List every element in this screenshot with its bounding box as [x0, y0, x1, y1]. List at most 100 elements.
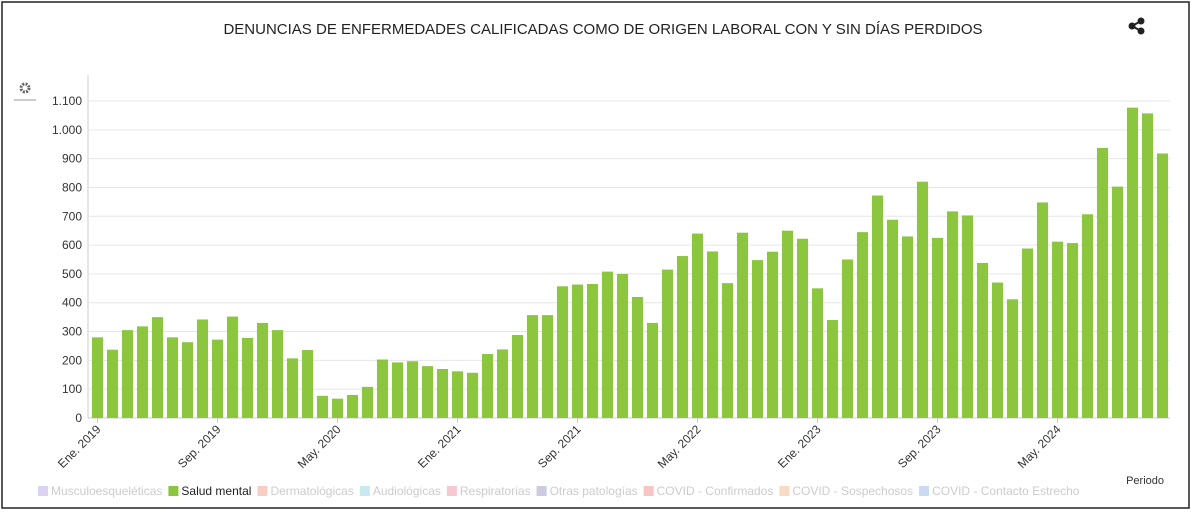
legend-label: Respiratorias — [460, 484, 531, 498]
legend-item[interactable]: COVID - Sospechosos — [779, 484, 913, 498]
bar — [496, 349, 509, 418]
bar — [691, 233, 704, 418]
bar — [736, 232, 749, 418]
bar — [376, 359, 389, 418]
bar — [316, 395, 329, 418]
y-tick-label: 0 — [75, 411, 82, 425]
bar — [811, 288, 824, 418]
bar — [1051, 241, 1064, 418]
bar — [1036, 202, 1049, 418]
bar — [391, 362, 404, 418]
bar — [511, 335, 524, 418]
bar — [586, 283, 599, 418]
bar — [796, 238, 809, 418]
bar — [331, 398, 344, 418]
y-tick-label: 300 — [62, 325, 82, 339]
bar — [826, 320, 839, 418]
bar — [616, 273, 629, 418]
bar — [751, 260, 764, 418]
bar — [721, 283, 734, 418]
legend-swatch — [643, 486, 654, 496]
legend-item[interactable]: Otras patologías — [536, 484, 638, 498]
legend-swatch — [359, 486, 370, 496]
bar — [466, 372, 479, 418]
bar — [631, 296, 644, 418]
bar — [1021, 248, 1034, 418]
bar — [1096, 147, 1109, 418]
bar — [1111, 186, 1124, 418]
bar — [1126, 107, 1139, 419]
bar — [346, 394, 359, 418]
bar — [406, 361, 419, 418]
bar — [601, 271, 614, 418]
legend-label: Musculoesqueléticas — [51, 484, 162, 498]
bar — [211, 339, 224, 418]
bar — [136, 326, 149, 418]
share-icon[interactable] — [1128, 17, 1145, 35]
legend-label: Salud mental — [181, 484, 251, 498]
bar — [1156, 153, 1169, 418]
bar — [271, 330, 284, 418]
bar — [526, 315, 539, 418]
bar — [286, 358, 299, 418]
legend-label: COVID - Contacto Estrecho — [932, 484, 1080, 498]
bar — [481, 354, 494, 418]
y-tick-label: 800 — [62, 180, 82, 194]
bar — [1006, 299, 1019, 418]
bar — [991, 282, 1004, 418]
bar — [571, 284, 584, 418]
bar — [436, 369, 449, 418]
bar — [1066, 243, 1079, 418]
y-tick-label: 200 — [62, 353, 82, 367]
y-tick-label: 400 — [62, 296, 82, 310]
bar — [661, 269, 674, 418]
settings-icon[interactable] — [14, 82, 36, 101]
legend-item[interactable]: Salud mental — [168, 484, 251, 498]
bar — [646, 322, 659, 418]
bar — [421, 366, 434, 418]
bar — [706, 251, 719, 418]
bar — [301, 349, 314, 418]
bar — [901, 236, 914, 418]
chart-title: DENUNCIAS DE ENFERMEDADES CALIFICADAS CO… — [223, 21, 982, 38]
bar — [256, 322, 269, 418]
legend-swatch — [257, 486, 268, 496]
bar — [676, 256, 689, 418]
y-tick-label: 700 — [62, 209, 82, 223]
bar — [151, 317, 164, 418]
bar — [976, 262, 989, 418]
legend-swatch — [919, 486, 930, 496]
legend-swatch — [168, 486, 179, 496]
bar — [106, 349, 119, 418]
legend-item[interactable]: Audiológicas — [359, 484, 441, 498]
bar — [931, 237, 944, 418]
bar — [871, 195, 884, 418]
legend-item[interactable]: Respiratorias — [446, 484, 531, 498]
legend-label: COVID - Sospechosos — [792, 484, 913, 498]
legend-item[interactable]: COVID - Contacto Estrecho — [919, 484, 1080, 498]
y-tick-label: 100 — [62, 382, 82, 396]
bar — [451, 371, 464, 418]
legend-item[interactable]: Musculoesqueléticas — [38, 484, 162, 498]
legend-item[interactable]: COVID - Confirmados — [643, 484, 774, 498]
bar — [766, 251, 779, 418]
bar — [166, 337, 179, 418]
legend-label: Otras patologías — [550, 484, 638, 498]
bar — [556, 286, 569, 418]
bar — [961, 215, 974, 418]
bar — [91, 337, 104, 418]
legend-item[interactable]: Dermatológicas — [257, 484, 354, 498]
bar — [181, 342, 194, 418]
bar — [1081, 214, 1094, 418]
bar — [541, 315, 554, 418]
legend-label: Audiológicas — [373, 484, 441, 498]
y-tick-label: 900 — [62, 152, 82, 166]
bar — [196, 319, 209, 418]
x-axis-label: Periodo — [1126, 475, 1164, 487]
legend-swatch — [779, 486, 790, 496]
bar — [781, 230, 794, 418]
legend-swatch — [446, 486, 457, 496]
bar — [841, 259, 854, 418]
